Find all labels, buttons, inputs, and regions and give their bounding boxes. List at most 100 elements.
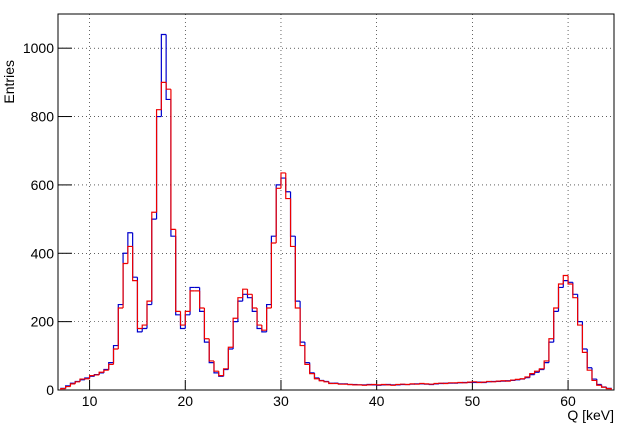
histogram-bin xyxy=(127,245,133,264)
histogram-bin xyxy=(280,172,286,189)
histogram-bin xyxy=(242,288,248,298)
histogram-bin xyxy=(524,377,530,380)
y-tick-label: 800 xyxy=(31,109,55,125)
histogram-bin xyxy=(160,33,167,117)
histogram-bin xyxy=(227,348,234,370)
y-tick-label: 0 xyxy=(46,382,54,398)
histogram-bin xyxy=(237,300,243,322)
histogram-bin xyxy=(203,311,210,343)
histogram-bin xyxy=(562,280,569,288)
histogram-bin xyxy=(222,368,229,376)
histogram-bin xyxy=(419,382,425,385)
histogram-bin xyxy=(242,293,248,302)
histogram-bin xyxy=(117,303,124,346)
histogram-bin xyxy=(65,385,71,389)
histogram-bin xyxy=(337,383,344,385)
histogram-bin xyxy=(289,191,296,237)
histogram-bin xyxy=(136,280,143,330)
histogram-bin xyxy=(266,307,272,331)
histogram-bin xyxy=(246,294,253,299)
histogram-bin xyxy=(581,325,588,353)
histogram-bin xyxy=(237,297,243,319)
histogram-bin xyxy=(246,289,253,295)
histogram-bin xyxy=(533,371,540,375)
histogram-bin xyxy=(557,283,564,308)
histogram-bin xyxy=(60,388,66,390)
histogram-bin xyxy=(88,375,95,379)
histogram-bin xyxy=(581,321,588,350)
histogram-bin xyxy=(285,172,291,200)
histogram-bin xyxy=(318,378,325,382)
histogram-bin xyxy=(328,381,334,385)
histogram-bin xyxy=(218,371,224,377)
x-tick-label: 60 xyxy=(560,393,576,409)
histogram-bin xyxy=(538,368,545,373)
histogram-bin xyxy=(165,82,171,90)
histogram-bin xyxy=(122,252,128,305)
histogram-bin xyxy=(591,370,597,382)
histogram-bin xyxy=(251,297,258,312)
histogram-bin xyxy=(553,307,559,339)
histogram-bin xyxy=(175,229,181,312)
histogram-bin xyxy=(222,368,229,377)
histogram-bin xyxy=(605,387,612,390)
histogram-bin xyxy=(256,307,262,326)
histogram-bin xyxy=(294,246,301,309)
histogram-bin xyxy=(175,236,181,316)
histogram-bin xyxy=(486,380,492,383)
histogram-bin xyxy=(189,286,195,315)
histogram-bin xyxy=(208,342,214,364)
histogram-bin xyxy=(567,275,573,285)
histogram-bin xyxy=(170,99,176,237)
histogram-bin xyxy=(199,290,205,309)
histogram-bin xyxy=(600,384,607,388)
histogram-bin xyxy=(127,232,133,254)
histogram-bin xyxy=(289,198,296,248)
histogram-bin xyxy=(557,286,564,312)
histogram-bin xyxy=(184,310,191,326)
histogram-bin xyxy=(275,184,281,237)
histogram-bin xyxy=(543,360,549,369)
histogram-bin xyxy=(155,109,162,213)
histogram-bin xyxy=(98,371,104,375)
plot-frame xyxy=(57,13,615,391)
histogram-bin xyxy=(572,282,578,295)
histogram-bin xyxy=(184,314,191,329)
histogram-bin xyxy=(132,246,138,282)
histogram-bin xyxy=(591,367,597,380)
histogram-bin xyxy=(275,187,281,244)
histogram-bin xyxy=(160,81,167,110)
histogram-bin xyxy=(146,303,152,329)
histogram-bin xyxy=(93,374,100,376)
histogram-bin xyxy=(548,341,554,363)
histogram-bin xyxy=(132,232,138,278)
histogram-bin xyxy=(553,310,559,343)
histogram-bin xyxy=(251,294,258,309)
histogram-bin xyxy=(208,338,214,362)
histogram-bin xyxy=(141,327,147,332)
histogram-bin xyxy=(313,373,320,380)
histogram-bin xyxy=(596,379,602,386)
histogram-bin xyxy=(203,307,210,340)
histogram-bin xyxy=(69,383,76,387)
histogram-bin xyxy=(510,379,516,382)
histogram-bin xyxy=(122,262,128,308)
histogram-bin xyxy=(112,344,119,363)
histogram-bin xyxy=(433,382,439,385)
y-tick-label: 400 xyxy=(31,245,55,261)
histogram-bin xyxy=(309,364,315,375)
histogram-bin xyxy=(74,381,81,384)
histogram-bin xyxy=(117,307,124,349)
histogram-bin xyxy=(543,362,549,370)
histogram-bin xyxy=(548,338,554,361)
histogram-bin xyxy=(280,177,286,185)
histogram-bin xyxy=(108,363,114,371)
x-tick-label: 20 xyxy=(177,393,193,409)
histogram-bin xyxy=(232,321,238,349)
histogram-bin xyxy=(98,372,104,375)
histogram-bin xyxy=(170,89,176,230)
histogram-bin xyxy=(586,348,592,369)
histogram-bin xyxy=(562,274,569,285)
histogram-bin xyxy=(270,235,277,305)
